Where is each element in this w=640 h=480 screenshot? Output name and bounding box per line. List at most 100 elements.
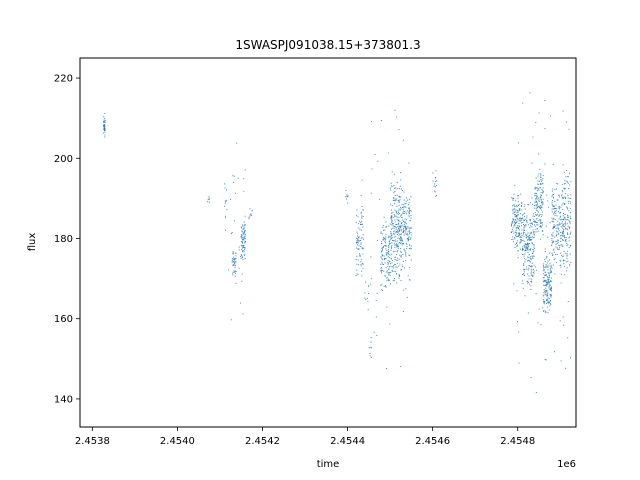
- data-point: [544, 310, 546, 312]
- data-point: [435, 177, 437, 179]
- data-point: [559, 222, 561, 224]
- data-point: [400, 254, 402, 256]
- data-point: [232, 272, 234, 274]
- data-point: [396, 194, 398, 196]
- data-point: [558, 206, 560, 208]
- data-point: [551, 190, 553, 192]
- data-point: [240, 253, 242, 255]
- data-point: [513, 232, 515, 234]
- data-point: [547, 260, 549, 262]
- data-point: [407, 226, 409, 228]
- data-point: [251, 214, 253, 216]
- data-point: [241, 235, 243, 237]
- data-point: [383, 236, 385, 238]
- data-point: [551, 239, 553, 241]
- data-point: [547, 236, 549, 238]
- data-point: [570, 231, 572, 233]
- data-point: [512, 205, 514, 207]
- data-point: [396, 262, 398, 264]
- data-point: [226, 209, 228, 211]
- data-point: [396, 218, 398, 220]
- data-point: [238, 267, 240, 269]
- data-point: [539, 221, 541, 223]
- data-point: [240, 226, 242, 228]
- data-point: [531, 242, 533, 244]
- data-point: [515, 227, 517, 229]
- data-point: [555, 254, 557, 256]
- data-point: [399, 254, 401, 256]
- data-point: [549, 303, 551, 305]
- data-point: [543, 266, 545, 268]
- data-point: [360, 243, 362, 245]
- data-point: [569, 223, 571, 225]
- data-point: [560, 252, 562, 254]
- data-point: [522, 263, 524, 265]
- data-point: [516, 242, 518, 244]
- data-point: [562, 208, 564, 210]
- data-point: [404, 249, 406, 251]
- data-point: [534, 201, 536, 203]
- data-point: [355, 259, 357, 260]
- data-point: [405, 227, 407, 229]
- data-point: [402, 224, 404, 226]
- data-point: [397, 246, 399, 248]
- data-point: [558, 194, 560, 196]
- data-point: [562, 316, 564, 318]
- data-point: [531, 162, 533, 164]
- data-point: [435, 181, 437, 183]
- data-point: [540, 226, 542, 228]
- data-point: [376, 292, 378, 294]
- data-point: [552, 264, 554, 266]
- data-point: [512, 236, 514, 238]
- data-point: [562, 223, 564, 225]
- data-point: [394, 219, 396, 221]
- data-point: [103, 128, 105, 130]
- data-point: [386, 306, 388, 308]
- data-point: [557, 241, 559, 243]
- data-point: [531, 281, 533, 283]
- data-point: [400, 239, 402, 241]
- data-point: [244, 215, 246, 217]
- data-point: [511, 209, 513, 211]
- data-point: [391, 237, 393, 239]
- data-point: [513, 197, 515, 199]
- data-point: [392, 223, 394, 225]
- data-point: [234, 263, 236, 265]
- data-point: [398, 242, 400, 244]
- data-point: [400, 172, 402, 174]
- data-point: [524, 208, 526, 210]
- data-point: [566, 267, 568, 269]
- data-point: [399, 229, 401, 231]
- data-point: [240, 227, 242, 229]
- data-point: [389, 266, 391, 268]
- data-point: [385, 253, 387, 255]
- data-point: [519, 234, 521, 236]
- data-point: [533, 232, 535, 234]
- data-point: [376, 239, 378, 241]
- data-point: [396, 266, 398, 268]
- data-point: [403, 206, 405, 208]
- data-point: [357, 216, 359, 218]
- data-point: [556, 188, 558, 190]
- data-point: [359, 228, 361, 230]
- data-point: [564, 239, 566, 241]
- data-point: [389, 239, 391, 241]
- data-point: [242, 241, 244, 243]
- data-point: [380, 241, 382, 243]
- data-point: [103, 124, 105, 126]
- data-point: [381, 247, 383, 249]
- data-point: [387, 237, 389, 239]
- data-point: [400, 236, 402, 238]
- data-point: [526, 233, 528, 235]
- data-point: [563, 219, 565, 221]
- data-point: [527, 236, 529, 238]
- data-point: [549, 259, 551, 261]
- data-point: [546, 266, 548, 268]
- data-point: [394, 214, 396, 216]
- data-point: [393, 240, 395, 242]
- data-point: [517, 321, 518, 323]
- data-point: [546, 256, 548, 258]
- data-point: [540, 208, 542, 210]
- data-point: [356, 255, 358, 257]
